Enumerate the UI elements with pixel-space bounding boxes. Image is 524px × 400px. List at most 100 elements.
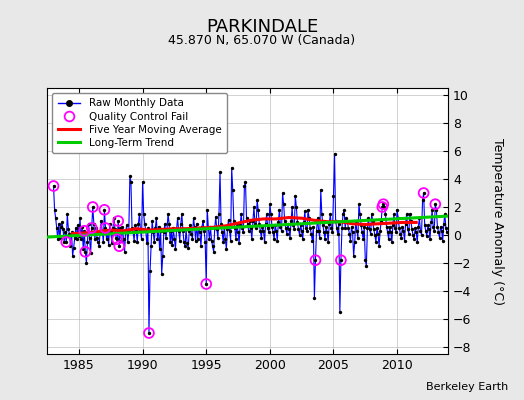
Point	[232, 236, 240, 242]
Point	[186, 222, 194, 228]
Point	[237, 211, 245, 217]
Point	[163, 226, 171, 233]
Point	[176, 237, 184, 244]
Point	[307, 230, 315, 237]
Point	[134, 221, 143, 227]
Point	[59, 226, 67, 233]
Point	[420, 222, 429, 228]
Point	[135, 211, 144, 217]
Point	[214, 234, 222, 241]
Point	[392, 229, 400, 235]
Point	[365, 226, 374, 233]
Point	[101, 225, 110, 231]
Point	[418, 197, 427, 203]
Point	[111, 226, 119, 233]
Point	[235, 240, 243, 246]
Point	[79, 246, 88, 252]
Point	[173, 215, 182, 222]
Point	[244, 221, 252, 227]
Point	[406, 211, 414, 217]
Point	[236, 222, 244, 228]
Text: PARKINDALE: PARKINDALE	[206, 18, 318, 36]
Point	[264, 225, 272, 231]
Point	[178, 211, 186, 217]
Point	[393, 206, 401, 213]
Point	[333, 225, 341, 231]
Point	[228, 187, 237, 193]
Point	[311, 257, 320, 263]
Point	[49, 183, 58, 189]
Point	[182, 226, 190, 233]
Point	[60, 239, 68, 245]
Point	[137, 236, 146, 242]
Point	[269, 229, 277, 235]
Point	[415, 215, 423, 222]
Point	[263, 211, 271, 217]
Point	[379, 201, 388, 207]
Point	[316, 187, 325, 193]
Point	[432, 206, 441, 213]
Point	[152, 215, 160, 222]
Point	[130, 237, 138, 244]
Point	[398, 223, 407, 230]
Point	[115, 243, 124, 250]
Point	[62, 239, 70, 245]
Point	[410, 236, 418, 242]
Point	[265, 229, 273, 235]
Point	[125, 228, 133, 234]
Point	[385, 236, 393, 242]
Point	[292, 204, 301, 210]
Point	[145, 330, 153, 336]
Point	[89, 204, 97, 210]
Point	[203, 206, 212, 213]
Point	[155, 223, 163, 230]
Point	[376, 228, 384, 234]
Point	[102, 236, 111, 242]
Point	[195, 229, 204, 235]
Point	[289, 222, 298, 228]
Point	[92, 225, 100, 231]
Point	[428, 206, 436, 213]
Point	[363, 225, 372, 231]
Point	[356, 211, 364, 217]
Point	[138, 178, 147, 185]
Point	[294, 226, 303, 233]
Point	[434, 229, 443, 235]
Point	[419, 190, 428, 196]
Point	[129, 229, 137, 235]
Point	[259, 228, 268, 234]
Point	[131, 222, 139, 228]
Point	[113, 236, 122, 242]
Point	[267, 211, 275, 217]
Point	[285, 226, 293, 233]
Point	[54, 221, 63, 227]
Point	[124, 239, 132, 245]
Point	[351, 239, 359, 245]
Point	[326, 211, 334, 217]
Point	[425, 226, 433, 233]
Point	[89, 204, 97, 210]
Point	[168, 242, 177, 248]
Point	[318, 211, 326, 217]
Point	[293, 219, 302, 226]
Point	[427, 219, 435, 226]
Point	[146, 268, 154, 274]
Point	[355, 201, 363, 207]
Point	[238, 225, 246, 231]
Point	[430, 228, 439, 234]
Point	[93, 234, 101, 241]
Point	[310, 295, 319, 301]
Point	[367, 211, 376, 217]
Point	[362, 263, 370, 269]
Point	[193, 236, 202, 242]
Point	[277, 228, 286, 234]
Point	[80, 228, 89, 234]
Point	[139, 211, 148, 217]
Point	[405, 230, 413, 237]
Point	[88, 225, 96, 231]
Point	[424, 222, 432, 228]
Point	[431, 201, 440, 207]
Point	[345, 230, 354, 237]
Point	[366, 230, 375, 237]
Point	[174, 228, 183, 234]
